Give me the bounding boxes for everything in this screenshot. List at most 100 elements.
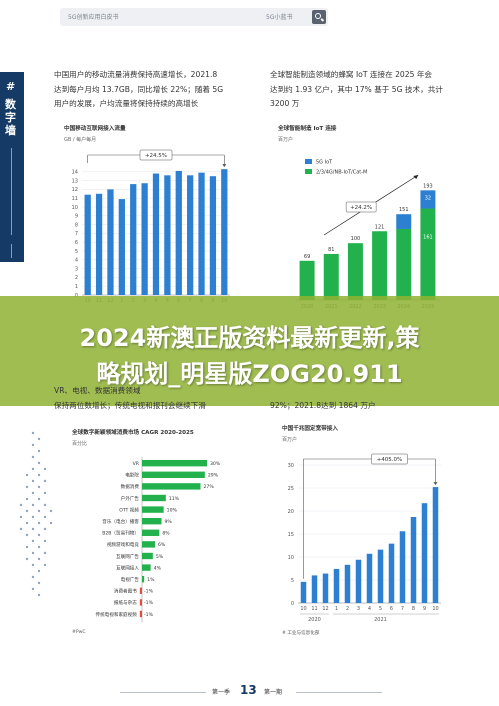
group-label: 2020 [308,617,321,623]
legend-label-legacy: 2/3/4G/NB-IoT/Cat-M [316,170,367,176]
legend-swatch-legacy [305,169,312,174]
y-tick-label: 7 [75,231,78,237]
bar [142,529,160,536]
x-tick-label: 4 [368,606,371,612]
banner-line-2: 略规划_明星版ZOG20.911 [96,360,403,388]
bar-5g-label: 32 [425,195,431,201]
bar [198,172,205,295]
bar [152,173,160,295]
x-tick-label: 10 [432,606,438,612]
dot [37,509,41,513]
value-label: 4% [154,565,162,571]
dot [25,557,29,561]
bar [344,564,351,603]
dot [43,515,47,519]
dot [31,575,35,579]
value-label: 27% [204,484,215,490]
dot [37,581,41,585]
category-label: 电影院 [125,472,139,479]
side-tab: # 数字墙 [0,72,24,262]
bar [366,553,373,603]
dot [43,479,47,483]
annotation-box [345,201,377,213]
value-label: 5% [156,554,164,560]
value-label: 9% [165,519,173,525]
bar-5g [396,214,412,229]
bar [107,189,114,295]
group-label: 2021 [374,617,387,623]
chart4-source: # 工业与信息化部 [282,631,320,636]
x-tick-label: 7 [401,606,404,612]
bar [221,169,228,295]
dot [31,515,35,519]
top-bar: 5G创新应用白皮书 5G小蓝书 [0,0,499,36]
bar [142,471,205,478]
dot [31,443,35,447]
bar-chart-icon [6,232,20,244]
search-button[interactable] [312,10,326,24]
dot [37,473,41,477]
footer-right: 第一期 [264,689,283,696]
dot [19,527,23,531]
value-label: -1% [144,589,154,595]
category-label: 户外广告 [121,495,140,502]
annotation-box [371,453,408,465]
search-strip[interactable]: 5G创新应用白皮书 5G小蓝书 [60,8,328,26]
bar [142,541,155,548]
dot-pattern-decoration [19,431,53,597]
y-tick-label: 8 [75,222,78,228]
y-tick-label: 4 [75,258,78,264]
y-tick-label: 10 [288,555,294,561]
dot [31,539,35,543]
dot [25,545,29,549]
bar [139,610,142,618]
value-label: 30% [210,461,221,467]
dot [49,509,53,513]
category-label: 视频游戏和电竞 [107,541,140,548]
bar [410,516,417,603]
dot [31,503,35,507]
bar [377,549,384,603]
chart-cagr: VR 30% 电影院 29% 数据消费 27% 户外广告 11% OTT 视频 10% 音乐（电台）… [95,457,221,623]
page-footer: 第一季 13 第一期 [0,680,499,706]
page-number: 13 [240,683,257,697]
annotation-label: +24.5% [145,153,167,159]
dot [31,479,35,483]
dot [43,527,47,531]
y-tick-label: 11 [72,196,78,202]
annotation-arrow [433,482,438,486]
category-label: OTT 视频 [119,506,139,513]
bar-legacy [299,260,315,300]
bar [333,568,340,603]
dot [25,533,29,537]
bar-legacy [396,228,412,300]
y-tick-label: 5 [291,578,294,584]
paragraph-iot: 全球智能制造领域的蜂窝 IoT 连接在 2025 年会 达到约 1.93 亿户，… [270,70,443,108]
x-tick-label: 3 [357,606,360,612]
value-label: 11% [169,496,180,502]
y-tick-label: 20 [288,509,294,515]
value-label: -1% [144,600,154,606]
y-tick-label: 9 [75,214,78,220]
y-tick-label: 6 [75,240,78,246]
bar-total-label: 151 [399,207,409,213]
value-label: 6% [158,542,166,548]
x-tick-label: 10 [300,606,306,612]
bar-total-label: 193 [423,183,433,189]
paragraph-gigabit: 92%；2021.8达到 1864 万户 [270,400,376,410]
x-tick-label: 12 [322,606,328,612]
y-tick-label: 0 [75,293,78,299]
bar [139,599,142,606]
dot [25,485,29,489]
dot [37,449,41,453]
bar [355,559,362,603]
paragraph-media: VR、电视、数据消费领域 保持两位数增长；传统电视和报刊会继续下滑 [54,386,206,410]
side-tab-number: # [6,80,16,93]
annotation-label: +405.0% [377,457,403,463]
dot [31,455,35,459]
bar-legacy [323,253,339,300]
chart3-source: #PwC [72,630,86,635]
dot [31,527,35,531]
y-tick-label: 2 [75,275,78,281]
banner-line-1: 2024新澳正版资料最新更新,策 [79,324,420,352]
